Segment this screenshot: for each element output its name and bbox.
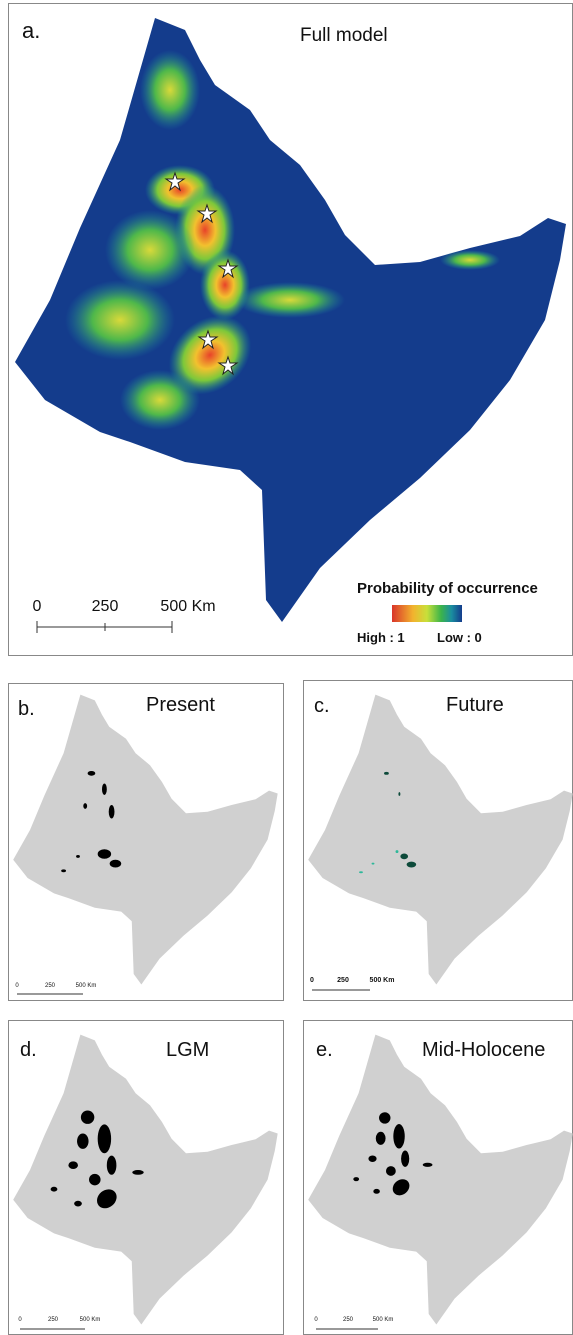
scale-label: 250 [343,1317,354,1323]
scale-label: 250 [45,983,56,989]
panel-e: e. Mid-Holocene 0 250 500 Km [304,1021,573,1335]
page: a. Full model 0 250 500 Km Probability o… [0,0,573,1335]
panel-label: b. [18,698,35,720]
panel-title: Future [446,694,504,716]
panel-label: d. [20,1039,37,1061]
panel-label: e. [316,1039,333,1061]
panel-label: a. [22,18,40,43]
scale-label: 500 Km [373,1317,394,1323]
panel-title: Mid-Holocene [422,1039,545,1061]
panel-a: a. Full model 0 250 500 Km Probability o… [9,4,573,656]
scale-label: 0 [33,598,42,615]
panel-b: b. Present 0 250 500 Km [9,684,284,1001]
scale-label: 250 [92,598,119,615]
legend-colorbar [392,605,462,622]
legend-title: Probability of occurrence [357,580,538,597]
figure: a. Full model 0 250 500 Km Probability o… [0,0,573,1335]
scale-label: 500 Km [160,598,215,615]
panel-d: d. LGM 0 250 500 Km [9,1021,284,1335]
scale-label: 0 [310,977,314,984]
scale-label: 500 Km [370,977,395,984]
panel-title: Present [146,694,215,716]
panel-title: LGM [166,1039,209,1061]
legend-high: High : 1 [357,630,405,645]
scale-label: 500 Km [76,983,97,989]
panel-label: c. [314,695,330,717]
legend-low: Low : 0 [437,630,482,645]
scale-label: 500 Km [80,1317,101,1323]
scale-label: 250 [48,1317,59,1323]
panel-c: c. Future 0 250 500 Km [304,681,573,1001]
scale-label: 250 [337,977,349,984]
panel-title: Full model [300,25,388,46]
